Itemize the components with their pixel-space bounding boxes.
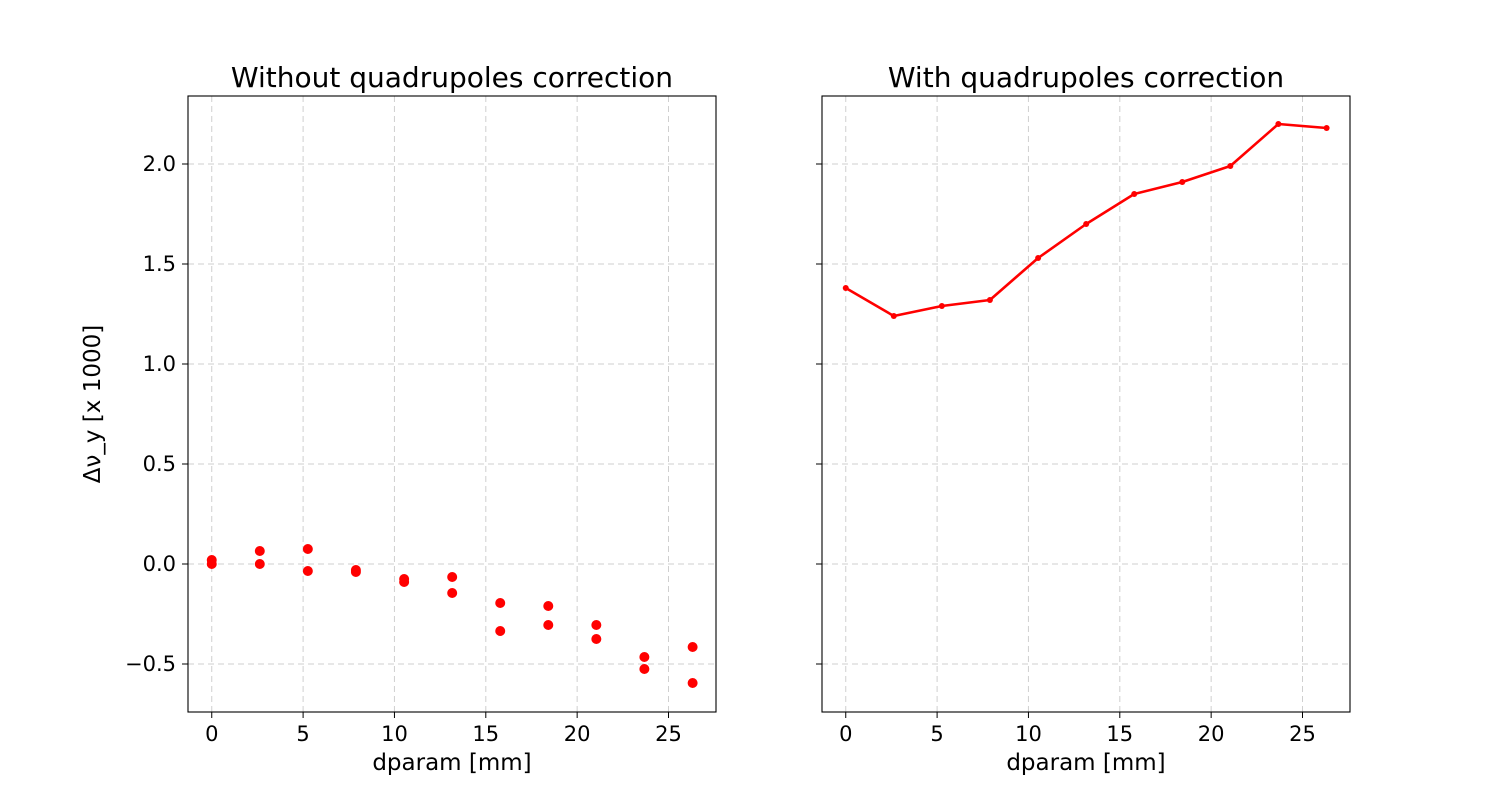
data-point-1: [206, 559, 217, 569]
data-point-9: [1275, 121, 1282, 127]
data-point-21: [687, 678, 698, 688]
data-point-18: [639, 652, 650, 662]
data-point-2: [254, 546, 265, 556]
x-tick-label-3: 15: [1106, 722, 1133, 746]
data-point-10: [447, 572, 458, 582]
x-tick-label-0: 0: [205, 722, 218, 746]
x-axis-label: dparam [mm]: [1006, 750, 1165, 776]
x-axis-label: dparam [mm]: [372, 750, 531, 776]
x-tick-label-4: 20: [1198, 722, 1225, 746]
x-tick-label-0: 0: [839, 722, 852, 746]
axes-frame: [187, 95, 717, 713]
x-tick-label-1: 5: [296, 722, 309, 746]
panel-without-correction: 0 5 10 15 20 25 −0.5 0.0 0.5 1.0 1.5 2.0 Without qua…: [80, 61, 717, 776]
data-point-11: [447, 588, 458, 598]
data-point-9: [399, 577, 410, 587]
y-tick-label-0: −0.5: [125, 652, 176, 676]
data-point-14: [543, 601, 554, 611]
data-point-17: [591, 634, 602, 644]
data-point-4: [1035, 255, 1042, 261]
data-point-5: [302, 566, 313, 576]
chart-title: Without quadrupoles correction: [231, 61, 673, 94]
data-point-4: [302, 544, 313, 554]
data-point-20: [687, 642, 698, 652]
data-point-6: [1131, 191, 1138, 197]
data-point-10: [1323, 125, 1330, 131]
x-tick-label-1: 5: [930, 722, 943, 746]
axes-frame: [821, 95, 1351, 713]
data-point-3: [254, 559, 265, 569]
data-point-0: [842, 285, 849, 291]
data-point-12: [495, 598, 506, 608]
x-tick-label-5: 25: [1289, 722, 1316, 746]
y-tick-label-4: 1.5: [143, 252, 176, 276]
data-point-8: [1227, 163, 1234, 169]
x-tick-label-4: 20: [564, 722, 591, 746]
y-tick-label-5: 2.0: [143, 152, 176, 176]
y-axis-label: Δν_y [x 1000]: [80, 325, 106, 483]
data-point-1: [890, 313, 897, 319]
panel-with-correction: 0 5 10 15 20 25 With quadrupoles correction dpa…: [816, 61, 1351, 776]
data-point-3: [986, 297, 993, 303]
x-tick-label-3: 15: [472, 722, 499, 746]
data-point-19: [639, 664, 650, 674]
x-tick-label-2: 10: [1015, 722, 1042, 746]
chart-title: With quadrupoles correction: [888, 61, 1284, 94]
data-point-2: [938, 303, 945, 309]
x-tick-label-5: 25: [655, 722, 682, 746]
data-point-5: [1083, 221, 1090, 227]
data-point-7: [350, 567, 361, 577]
y-tick-label-1: 0.0: [143, 552, 176, 576]
data-point-16: [591, 620, 602, 630]
series-line: [845, 122, 1327, 318]
data-point-7: [1179, 179, 1186, 185]
y-tick-label-2: 0.5: [143, 452, 176, 476]
x-tick-label-2: 10: [381, 722, 408, 746]
y-tick-label-3: 1.0: [143, 352, 176, 376]
data-point-13: [495, 626, 506, 636]
data-point-15: [543, 620, 554, 630]
